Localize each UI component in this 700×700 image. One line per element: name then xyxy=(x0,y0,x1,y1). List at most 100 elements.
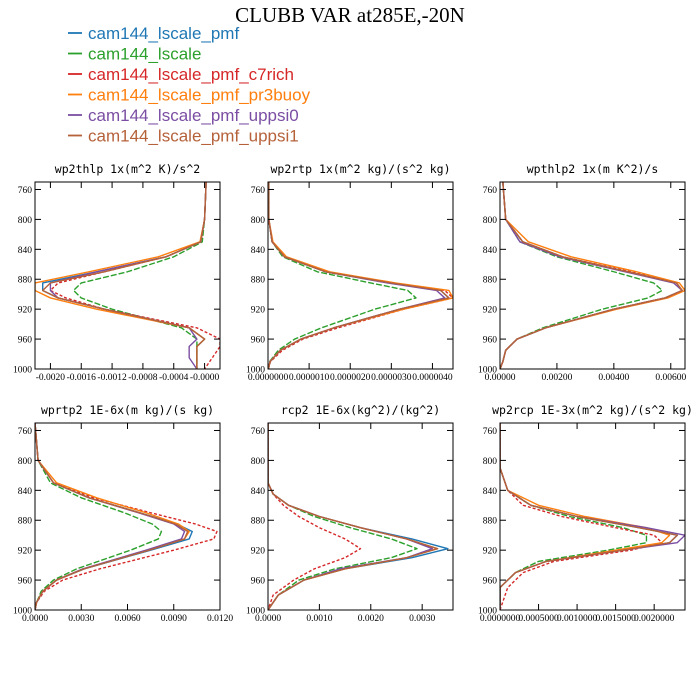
x-tick-label: 0.0005000 xyxy=(518,614,559,624)
series-line xyxy=(268,423,362,610)
series-group xyxy=(500,182,685,369)
plot-frame xyxy=(34,181,221,370)
series-line xyxy=(42,182,207,369)
y-tick-label: 880 xyxy=(18,276,33,286)
panel-title: wprtp2 1E-6x(m kg)/(s kg) xyxy=(41,403,214,417)
y-tick-label: 1000 xyxy=(478,607,497,617)
y-tick-label: 840 xyxy=(483,487,498,497)
x-tick-label: 0.0000020 xyxy=(330,373,371,383)
y-tick-label: 760 xyxy=(18,427,33,437)
legend-entry: cam144_lscale xyxy=(68,45,201,64)
y-tick-label: 800 xyxy=(251,216,266,226)
x-tick-label: 0.0000000 xyxy=(248,373,289,383)
series-line xyxy=(500,182,683,369)
y-tick-label: 840 xyxy=(251,487,266,497)
x-tick-label: -0.0012 xyxy=(97,373,127,383)
legend-label: cam144_lscale_pmf_c7rich xyxy=(88,65,294,84)
y-tick-label: 960 xyxy=(251,577,266,587)
legend-label: cam144_lscale_pmf_uppsi1 xyxy=(88,127,299,146)
plot-frame xyxy=(267,422,454,611)
x-tick-label: -0.0008 xyxy=(128,373,158,383)
legend-label: cam144_lscale_pmf_pr3buoy xyxy=(88,86,311,105)
series-line xyxy=(500,423,678,610)
x-tick-label: -0.0000 xyxy=(190,373,220,383)
series-line xyxy=(268,423,439,610)
profile-panel: wp2thlp 1x(m^2 K)/s^2 760 800 840 880 920 960 1… xyxy=(13,162,221,383)
legend-entry: cam144_lscale_pmf xyxy=(68,24,239,43)
y-tick-label: 960 xyxy=(483,577,498,587)
x-tick-label: 0.00200 xyxy=(541,373,572,383)
x-tick-label: 0.0120 xyxy=(207,614,233,624)
y-tick-label: 920 xyxy=(483,547,498,557)
y-tick-label: 920 xyxy=(251,306,266,316)
y-tick-label: 800 xyxy=(483,457,498,467)
legend: cam144_lscale_pmfcam144_lscalecam144_lsc… xyxy=(68,24,311,146)
x-tick-label: 0.0030 xyxy=(409,614,435,624)
panel-title: wp2rcp 1E-3x(m^2 kg)/(s^2 kg) xyxy=(492,403,693,417)
y-tick-label: 840 xyxy=(483,246,498,256)
profile-panel: wprtp2 1E-6x(m kg)/(s kg) 760 800 840 880 920… xyxy=(13,403,233,624)
x-tick-label: 0.0010 xyxy=(306,614,332,624)
series-line xyxy=(268,182,450,369)
series-line xyxy=(35,423,186,610)
y-tick-label: 880 xyxy=(483,276,498,286)
x-tick-label: 0.0000010 xyxy=(289,373,330,383)
y-tick-label: 920 xyxy=(483,306,498,316)
y-tick-label: 760 xyxy=(483,427,498,437)
series-group xyxy=(500,423,685,610)
series-line xyxy=(500,423,685,610)
y-tick-label: 1000 xyxy=(246,366,265,376)
series-line xyxy=(72,182,207,369)
series-line xyxy=(268,182,453,369)
y-tick-label: 960 xyxy=(251,336,266,346)
x-tick-label: 0.0000000 xyxy=(480,614,521,624)
plot-frame xyxy=(34,422,221,611)
panel-title: wpthlp2 1x(m K^2)/s xyxy=(527,162,659,176)
panel-title: wp2rtp 1x(m^2 kg)/(s^2 kg) xyxy=(270,162,450,176)
y-tick-label: 880 xyxy=(251,517,266,527)
legend-label: cam144_lscale_pmf_uppsi0 xyxy=(88,106,299,125)
x-tick-label: 0.00600 xyxy=(655,373,686,383)
y-tick-label: 800 xyxy=(251,457,266,467)
y-tick-label: 1000 xyxy=(246,607,265,617)
series-line xyxy=(35,423,163,610)
series-line xyxy=(500,182,683,369)
series-line xyxy=(35,423,218,610)
y-tick-label: 760 xyxy=(483,186,498,196)
plot-frame xyxy=(499,181,686,370)
x-tick-label: 0.0060 xyxy=(114,614,140,624)
panel-title: wp2thlp 1x(m^2 K)/s^2 xyxy=(55,162,200,176)
series-line xyxy=(268,423,434,610)
series-line xyxy=(268,423,439,610)
x-tick-label: 0.0010000 xyxy=(557,614,598,624)
series-group xyxy=(35,182,220,369)
y-tick-label: 840 xyxy=(18,487,33,497)
series-line xyxy=(268,182,446,369)
series-line xyxy=(42,182,207,369)
legend-entry: cam144_lscale_pmf_uppsi0 xyxy=(68,106,299,125)
panels: wp2thlp 1x(m^2 K)/s^2 760 800 840 880 920 960 1… xyxy=(13,162,693,624)
series-line xyxy=(500,182,685,369)
x-tick-label: 0.0020 xyxy=(358,614,384,624)
series-line xyxy=(35,423,189,610)
series-line xyxy=(35,182,207,369)
series-line xyxy=(35,423,193,610)
x-tick-label: 0.0020000 xyxy=(634,614,675,624)
x-tick-label: -0.0020 xyxy=(36,373,66,383)
y-tick-label: 960 xyxy=(483,336,498,346)
y-tick-label: 1000 xyxy=(478,366,497,376)
legend-entry: cam144_lscale_pmf_pr3buoy xyxy=(68,86,311,105)
x-tick-label: 0.0000 xyxy=(22,614,48,624)
series-line xyxy=(500,182,683,369)
plot-frame xyxy=(499,422,686,611)
y-tick-label: 880 xyxy=(251,276,266,286)
series-line xyxy=(500,423,663,610)
panel-title: rcp2 1E-6x(kg^2)/(kg^2) xyxy=(281,403,440,417)
legend-entry: cam144_lscale_pmf_c7rich xyxy=(68,65,294,84)
y-tick-label: 920 xyxy=(18,547,33,557)
series-line xyxy=(500,423,648,610)
x-tick-label: 0.0015000 xyxy=(595,614,636,624)
series-line xyxy=(500,182,663,369)
y-tick-label: 840 xyxy=(18,246,33,256)
